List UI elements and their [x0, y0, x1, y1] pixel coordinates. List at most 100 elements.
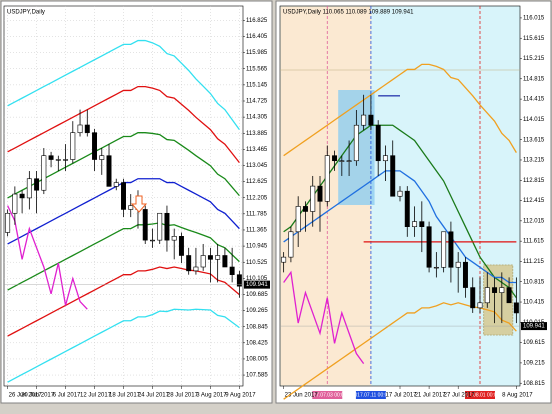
- marker-label: 2017.07.11 00:00: [352, 392, 391, 398]
- candle-body: [106, 155, 112, 187]
- y-tick-label: 111.365: [246, 228, 267, 234]
- candle-body: [200, 255, 206, 268]
- marker-label: 2017.07.03 00:00: [308, 392, 347, 398]
- y-tick-label: 112.415: [523, 198, 545, 204]
- x-tick-label: 18 Jul 2017: [109, 393, 141, 399]
- chart-title: USDJPY,Daily: [7, 10, 45, 16]
- candle-body: [178, 236, 184, 256]
- y-tick-label: 108.845: [246, 324, 268, 330]
- y-tick-label: 111.785: [246, 211, 267, 217]
- marker-label-bg: [355, 391, 386, 399]
- candle-body: [339, 160, 345, 162]
- candle-body: [513, 302, 519, 314]
- marker-label-bg: [465, 391, 495, 399]
- candle-body: [368, 114, 374, 126]
- candle-body: [492, 287, 498, 293]
- last-price-label: 109.941: [523, 324, 545, 330]
- candle-body: [121, 182, 126, 210]
- y-tick-label: 112.625: [246, 179, 268, 185]
- candle-body: [433, 266, 439, 269]
- y-tick-label: 116.825: [246, 18, 268, 24]
- y-tick-label: 112.015: [523, 218, 545, 224]
- candle-body: [26, 178, 32, 199]
- candle-body: [477, 302, 483, 309]
- candle-body: [12, 193, 18, 214]
- y-tick-label: 108.425: [246, 340, 268, 346]
- y-tick-label: 113.215: [523, 158, 545, 164]
- candle-body: [412, 221, 418, 227]
- y-tick-label: 114.815: [523, 76, 545, 82]
- x-tick-label: 27 Jul 2017: [444, 393, 476, 399]
- candle-body: [397, 190, 403, 197]
- candle-body: [142, 209, 148, 241]
- candle-body: [164, 212, 170, 241]
- candle-body: [5, 212, 11, 233]
- candle-body: [157, 212, 163, 241]
- candle-body: [353, 124, 359, 162]
- indicator-line: [7, 308, 240, 383]
- indicator-line: [283, 124, 517, 299]
- last-price-label: 109.941: [246, 282, 268, 288]
- y-tick-label: 113.615: [523, 137, 545, 143]
- candle-body: [41, 155, 47, 191]
- y-tick-label: 115.215: [523, 56, 545, 62]
- y-tick-label: 115.565: [246, 66, 268, 72]
- y-tick-label: 109.615: [523, 340, 545, 346]
- candle-body: [302, 206, 308, 212]
- y-tick-label: 111.215: [523, 259, 544, 265]
- y-tick-label: 114.305: [246, 115, 268, 121]
- y-tick-label: 116.405: [246, 34, 268, 40]
- x-tick-label: 12 Jul 2017: [80, 393, 112, 399]
- y-tick-label: 109.265: [246, 308, 268, 314]
- y-tick-label: 114.015: [523, 117, 545, 123]
- candle-body: [19, 193, 25, 199]
- candle-body: [186, 255, 192, 272]
- candle-body: [229, 266, 235, 275]
- marker-label: 2017.08.01 00:00: [461, 392, 500, 398]
- indicator-line: [283, 63, 517, 157]
- candle-body: [99, 155, 105, 160]
- x-tick-label: 9 Aug 2017: [225, 393, 256, 399]
- y-tick-label: 110.105: [246, 276, 268, 282]
- candle-body: [55, 159, 61, 161]
- candle-body: [455, 261, 461, 268]
- candle-body: [332, 155, 338, 162]
- candle-body: [324, 155, 330, 202]
- candle-body: [346, 160, 352, 162]
- y-tick-label: 113.885: [246, 131, 268, 137]
- candle-body: [215, 255, 221, 260]
- candle-body: [404, 190, 410, 227]
- candle-body: [317, 185, 323, 202]
- candle-body: [375, 124, 381, 162]
- y-tick-label: 114.725: [246, 99, 268, 105]
- y-tick-label: 112.205: [246, 195, 268, 201]
- indicator-line: [7, 39, 240, 130]
- candle-body: [462, 261, 468, 288]
- candle-body: [448, 231, 454, 268]
- candle-body: [193, 266, 199, 272]
- candle-body: [426, 226, 432, 268]
- indicator-line: [283, 270, 365, 365]
- candle-body: [113, 182, 119, 187]
- y-tick-label: 115.615: [523, 36, 545, 42]
- status-bar: [0, 404, 552, 414]
- x-tick-label: 6 Jul 2017: [53, 393, 81, 399]
- candle-body: [499, 287, 505, 293]
- y-tick-label: 108.815: [523, 381, 545, 387]
- y-tick-label: 115.985: [246, 50, 268, 56]
- y-tick-label: 113.465: [246, 147, 268, 153]
- y-tick-label: 110.415: [523, 300, 545, 306]
- x-tick-label: 23 Jun 2017: [285, 393, 319, 399]
- candle-body: [171, 236, 177, 241]
- candle-body: [506, 287, 512, 304]
- indicator-line: [7, 266, 240, 337]
- candle-body: [128, 205, 134, 210]
- candle-body: [390, 155, 396, 197]
- y-tick-label: 112.815: [523, 178, 545, 184]
- x-tick-label: 24 Jul 2017: [138, 393, 170, 399]
- candle-body: [48, 155, 54, 160]
- x-tick-label: 17 Jul 2017: [385, 393, 417, 399]
- candle-body: [34, 178, 40, 191]
- candle-body: [222, 255, 228, 268]
